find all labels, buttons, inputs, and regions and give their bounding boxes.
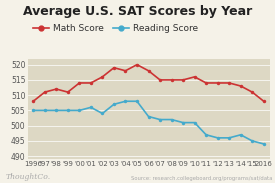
Text: Average U.S. SAT Scores by Year: Average U.S. SAT Scores by Year: [23, 5, 252, 18]
Text: Source: research.collegeboard.org/programs/sat/data: Source: research.collegeboard.org/progra…: [131, 176, 272, 181]
Legend: Math Score, Reading Score: Math Score, Reading Score: [30, 21, 202, 37]
Text: ThoughtCo.: ThoughtCo.: [6, 173, 51, 181]
